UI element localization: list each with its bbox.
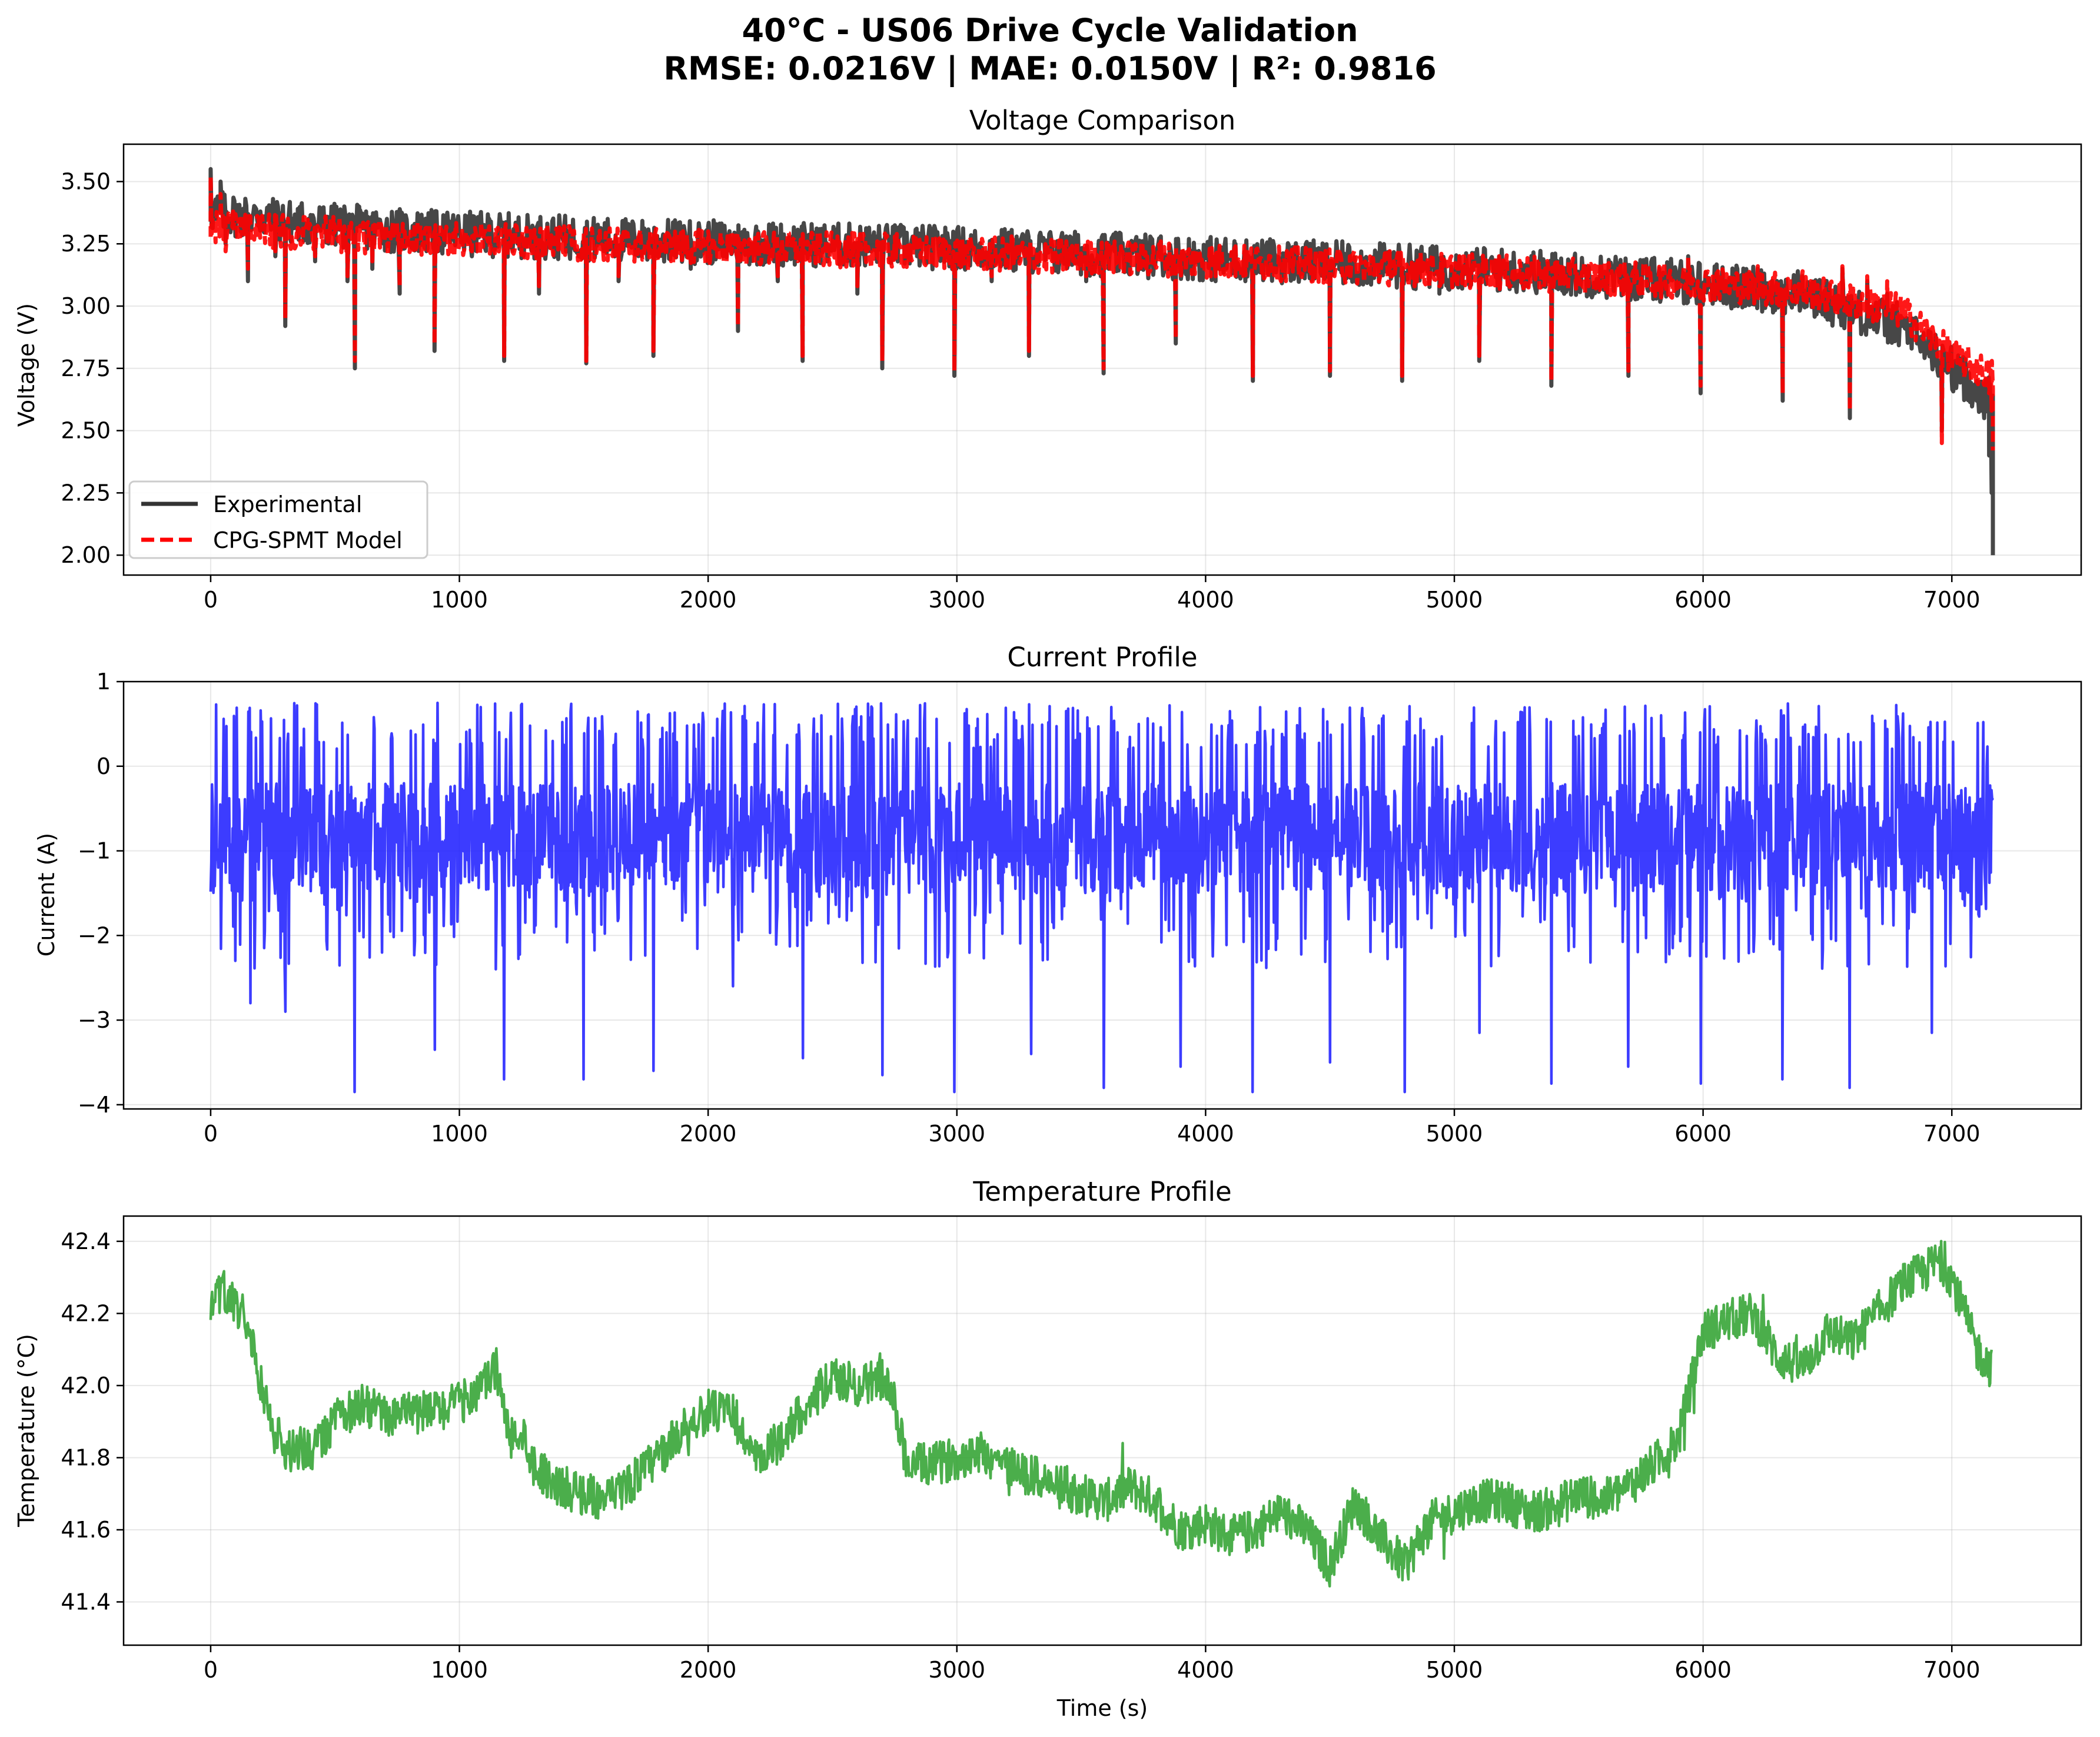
temperature-panel: Temperature Profile 0 1000 2000 3000 4000 500…: [14, 1176, 2082, 1721]
y-tick-label: 2.50: [61, 418, 111, 444]
y-tick-label: 41.6: [61, 1517, 111, 1543]
legend-label-experimental: Experimental: [213, 491, 362, 517]
current-line: [209, 701, 1995, 1094]
x-tick-label: 7000: [1923, 1121, 1981, 1147]
x-tick-label: 2000: [680, 587, 737, 613]
voltage-legend: Experimental CPG-SPMT Model: [128, 480, 428, 559]
y-tick-label: 42.0: [61, 1373, 111, 1399]
x-tick-label: 7000: [1923, 1657, 1981, 1683]
y-tick-label: 1: [97, 669, 111, 695]
voltage-panel: Voltage Comparison 0 1000 2000 3000 4000 5000…: [14, 105, 2082, 613]
x-tick-label: 5000: [1426, 1121, 1483, 1147]
figure-title-line2: RMSE: 0.0216V | MAE: 0.0150V | R²: 0.981…: [663, 50, 1436, 87]
current-axes: 0 1000 2000 3000 4000 5000 6000 7000 −4 −3 −2 −1 0 1: [78, 669, 2082, 1147]
y-tick-label: −1: [78, 838, 111, 864]
voltage-plot-area: [208, 167, 1995, 556]
x-tick-label: 2000: [680, 1657, 737, 1683]
temperature-grid: [124, 1216, 2081, 1645]
y-tick-label: 2.25: [61, 480, 111, 506]
voltage-panel-title: Voltage Comparison: [969, 105, 1236, 136]
temperature-y-axis-label: Temperature (°C): [14, 1334, 39, 1527]
y-tick-label: 42.4: [61, 1228, 111, 1254]
y-tick-label: 0: [97, 753, 111, 779]
axes-frame: [122, 680, 2082, 1110]
y-tick-label: 3.50: [61, 168, 111, 194]
model-voltage-line: [208, 174, 1995, 451]
x-tick-label: 4000: [1177, 587, 1234, 613]
x-tick-label: 1000: [431, 1121, 488, 1147]
x-tick-label: 0: [204, 1657, 218, 1683]
x-tick-label: 0: [204, 587, 218, 613]
y-tick-label: −4: [78, 1092, 111, 1118]
x-tick-label: 0: [204, 1121, 218, 1147]
temperature-panel-title: Temperature Profile: [972, 1176, 1231, 1207]
x-tick-label: 3000: [928, 587, 985, 613]
y-tick-label: 2.00: [61, 542, 111, 568]
temperature-plot-area: [209, 1240, 1993, 1588]
current-plot-area: [209, 701, 1995, 1094]
figure-title-line1: 40°C - US06 Drive Cycle Validation: [742, 12, 1358, 49]
y-tick-label: 2.75: [61, 356, 111, 381]
x-tick-label: 4000: [1177, 1657, 1234, 1683]
x-tick-label: 6000: [1674, 587, 1732, 613]
x-tick-label: 2000: [680, 1121, 737, 1147]
current-panel: Current Profile 0 1000 2000 3000 4000 5000 600…: [34, 642, 2082, 1147]
x-tick-label: 5000: [1426, 1657, 1483, 1683]
y-tick-label: 42.2: [61, 1300, 111, 1326]
x-tick-label: 5000: [1426, 587, 1483, 613]
legend-label-model: CPG-SPMT Model: [213, 527, 403, 553]
x-tick-label: 1000: [431, 587, 488, 613]
x-tick-label: 3000: [928, 1657, 985, 1683]
y-tick-label: 41.4: [61, 1589, 111, 1615]
voltage-axes: 0 1000 2000 3000 4000 5000 6000 7000 2.00 2.25 2.5…: [61, 143, 2082, 613]
x-tick-label: 1000: [431, 1657, 488, 1683]
y-tick-label: 3.25: [61, 231, 111, 257]
temperature-line: [209, 1240, 1993, 1588]
temperature-x-axis-label: Time (s): [1056, 1695, 1148, 1721]
current-panel-title: Current Profile: [1007, 642, 1197, 673]
x-tick-label: 6000: [1674, 1657, 1732, 1683]
x-tick-label: 4000: [1177, 1121, 1234, 1147]
x-tick-label: 3000: [928, 1121, 985, 1147]
x-tick-label: 6000: [1674, 1121, 1732, 1147]
current-y-axis-label: Current (A): [34, 833, 59, 956]
legend-frame: [128, 480, 428, 559]
y-tick-label: 3.00: [61, 293, 111, 319]
x-tick-label: 7000: [1923, 587, 1981, 613]
y-tick-label: 41.8: [61, 1444, 111, 1470]
y-tick-label: −2: [78, 922, 111, 948]
axes-frame: [122, 1215, 2082, 1646]
y-tick-label: −3: [78, 1007, 111, 1033]
voltage-y-axis-label: Voltage (V): [14, 303, 39, 427]
temperature-axes: 0 1000 2000 3000 4000 5000 6000 7000 41.4 41.6 41.…: [61, 1215, 2082, 1683]
axes-frame: [122, 143, 2082, 576]
